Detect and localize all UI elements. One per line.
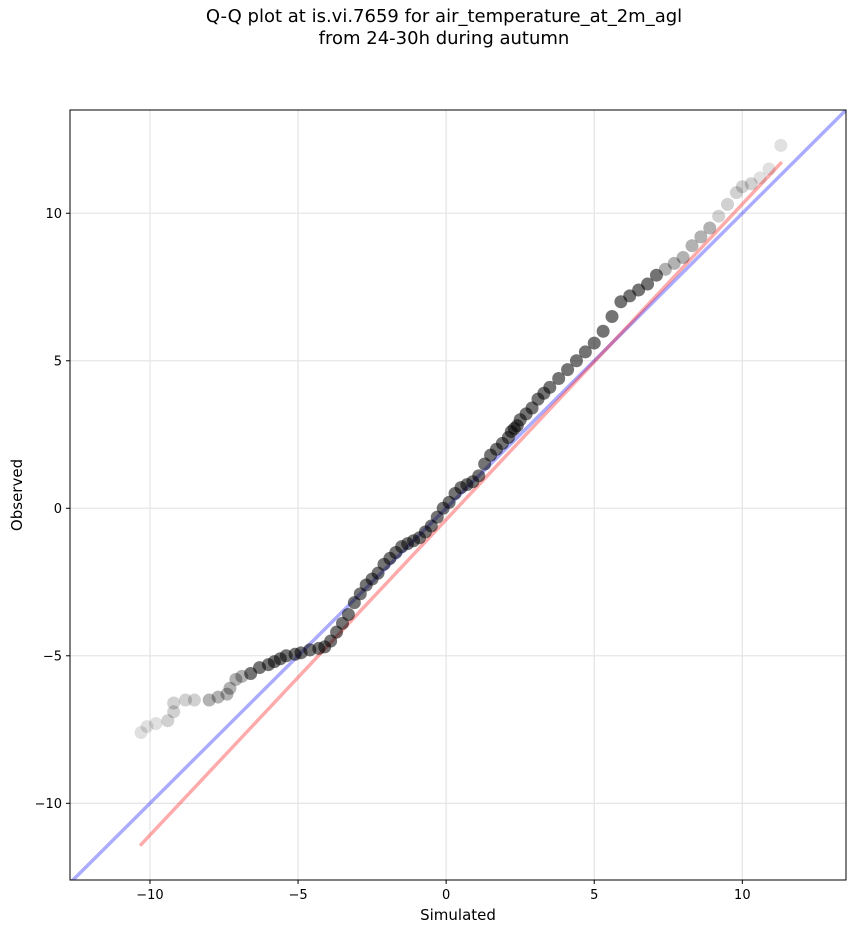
x-tick-label: 0 bbox=[442, 888, 450, 903]
data-point bbox=[561, 363, 575, 377]
ticks-layer: −10 −5 0 5 10 −10 −5 0 5 10 bbox=[35, 207, 751, 903]
grid-layer bbox=[70, 110, 846, 880]
data-point bbox=[134, 725, 148, 739]
y-axis-label: Observed bbox=[8, 459, 26, 531]
x-axis-label: Simulated bbox=[420, 906, 496, 924]
data-point bbox=[712, 209, 726, 223]
data-point bbox=[605, 310, 619, 324]
data-point bbox=[472, 469, 486, 483]
data-point bbox=[694, 230, 708, 244]
data-point bbox=[569, 354, 583, 368]
plot-frame bbox=[69, 109, 847, 881]
data-point bbox=[729, 186, 743, 200]
x-tick-label: 5 bbox=[590, 888, 598, 903]
y-tick-label: 5 bbox=[54, 354, 62, 369]
data-point bbox=[721, 197, 735, 211]
y-tick-label: 0 bbox=[54, 502, 62, 517]
y-tick-label: −10 bbox=[35, 797, 62, 812]
data-point bbox=[774, 138, 788, 152]
fit-line bbox=[139, 161, 783, 847]
data-point bbox=[667, 256, 681, 270]
data-point bbox=[220, 687, 234, 701]
data-point bbox=[587, 336, 601, 350]
x-tick-label: 10 bbox=[734, 888, 751, 903]
data-point bbox=[229, 672, 243, 686]
data-point bbox=[161, 714, 175, 728]
y-tick-label: −5 bbox=[43, 649, 62, 664]
data-point bbox=[596, 324, 610, 338]
data-point bbox=[649, 268, 663, 282]
points-layer bbox=[134, 138, 788, 739]
chart-title-block: Q-Q plot at is.vi.7659 for air_temperatu… bbox=[0, 6, 854, 50]
data-point bbox=[578, 345, 592, 359]
data-point bbox=[149, 717, 163, 731]
data-point bbox=[167, 696, 181, 710]
data-point bbox=[762, 162, 776, 176]
data-point bbox=[223, 681, 237, 695]
chart-subtitle: from 24-30h during autumn bbox=[318, 28, 570, 49]
data-point bbox=[685, 239, 699, 253]
data-point bbox=[641, 277, 655, 291]
data-point bbox=[658, 262, 672, 276]
y-tick-label: 10 bbox=[45, 207, 62, 222]
data-point bbox=[552, 371, 566, 385]
data-point bbox=[341, 607, 355, 621]
chart-title: Q-Q plot at is.vi.7659 for air_temperatu… bbox=[205, 6, 683, 27]
data-point bbox=[187, 693, 201, 707]
data-point bbox=[676, 251, 690, 265]
data-point bbox=[744, 177, 758, 191]
x-tick-label: −5 bbox=[288, 888, 307, 903]
data-point bbox=[543, 380, 557, 394]
data-point bbox=[703, 221, 717, 235]
data-point bbox=[140, 720, 154, 734]
x-tick-label: −10 bbox=[136, 888, 163, 903]
data-point bbox=[735, 180, 749, 194]
data-point bbox=[167, 705, 181, 719]
data-point bbox=[211, 690, 225, 704]
data-point bbox=[179, 693, 193, 707]
data-point bbox=[753, 171, 767, 185]
data-point bbox=[202, 693, 216, 707]
